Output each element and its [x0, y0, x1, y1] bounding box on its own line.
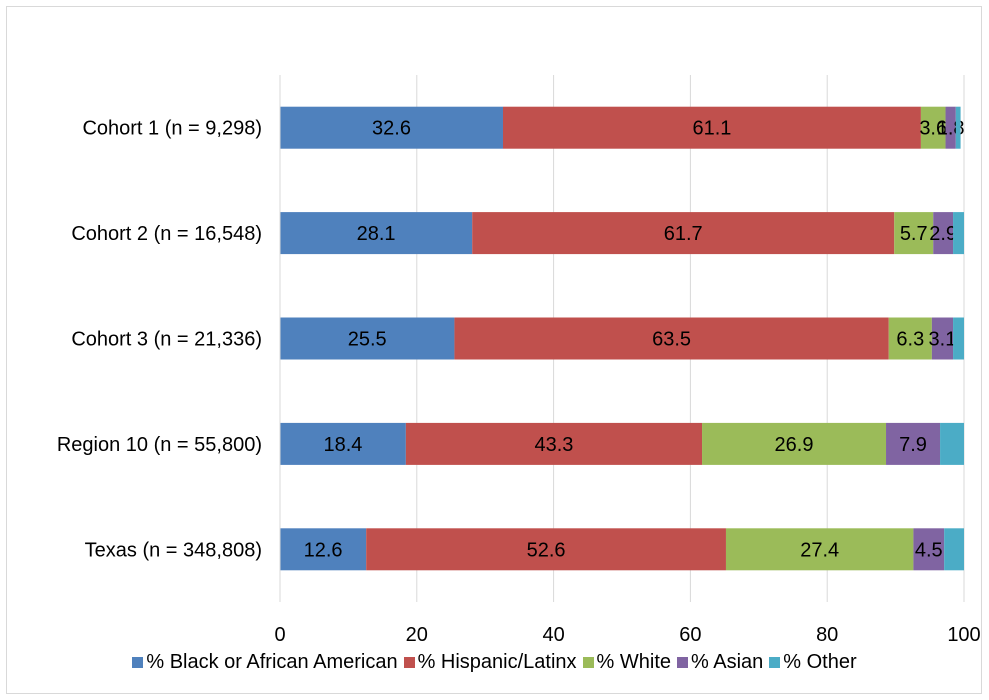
category-label: Region 10 (n = 55,800): [57, 434, 262, 456]
bar-segment: [280, 212, 473, 255]
data-label: 3.6: [919, 118, 947, 140]
x-tick-label: 60: [679, 624, 701, 645]
legend-label: % Other: [783, 650, 857, 673]
x-tick-label: 40: [542, 624, 564, 645]
bar-segment: [913, 528, 945, 571]
bar-segment: [280, 528, 367, 571]
bar-segment: [940, 422, 964, 465]
legend-label: % Hispanic/Latinx: [417, 650, 577, 673]
bar-segment: [933, 212, 954, 255]
legend-swatch: [769, 656, 781, 668]
legend-label: % Black or African American: [146, 650, 398, 673]
bar-segment: [280, 106, 503, 149]
data-label: 7.9: [899, 434, 927, 456]
legend-item: % Black or African American: [132, 650, 398, 674]
chart-legend: % Black or African American % Hispanic/La…: [0, 649, 989, 675]
category-label: Texas (n = 348,808): [85, 539, 262, 561]
bar-segment: [725, 528, 914, 571]
data-label: 26.9: [775, 434, 814, 456]
legend-item: % Other: [769, 650, 857, 674]
legend-item: % Hispanic/Latinx: [403, 650, 577, 674]
bar-segment: [894, 212, 934, 255]
legend-swatch: [677, 656, 689, 668]
chart-frame: [6, 6, 982, 694]
bar-segment: [953, 317, 964, 360]
category-label: Cohort 3 (n = 21,336): [71, 329, 262, 351]
legend-swatch: [132, 656, 144, 668]
legend-item: % Asian: [677, 651, 763, 674]
data-label: 27.4: [800, 539, 839, 561]
bar-segment: [931, 317, 954, 360]
data-label: 63.5: [652, 329, 691, 351]
data-label: 61.7: [664, 223, 703, 245]
category-label: Cohort 2 (n = 16,548): [71, 223, 262, 245]
bar-segment: [888, 317, 932, 360]
bar-segment: [920, 106, 946, 149]
data-label: 5.7: [900, 223, 928, 245]
bar-segment: [702, 422, 887, 465]
legend-swatch: [582, 656, 594, 668]
data-label: 61.1: [692, 118, 731, 140]
data-label: 3.1: [929, 329, 957, 351]
legend-item: % White: [582, 650, 672, 674]
x-tick-label: 0: [274, 624, 285, 645]
bar-segment: [280, 422, 406, 465]
data-label: 28.1: [357, 223, 396, 245]
legend-swatch: [403, 656, 415, 668]
data-label: 52.6: [527, 539, 566, 561]
bar-segment: [886, 422, 941, 465]
bar-segment: [280, 317, 455, 360]
data-label: 6.3: [896, 329, 924, 351]
data-label: 12.6: [304, 539, 343, 561]
legend-label: % White: [596, 650, 672, 673]
x-tick-label: 20: [406, 624, 428, 645]
bar-segment: [955, 106, 961, 149]
data-label: 4.5: [915, 539, 943, 561]
data-label: 43.3: [534, 434, 573, 456]
legend-label: % Asian: [691, 650, 764, 673]
bar-segment: [454, 317, 889, 360]
data-label: 32.6: [372, 118, 411, 140]
bar-segment: [502, 106, 921, 149]
bar-segment: [945, 106, 956, 149]
bar-segment: [472, 212, 895, 255]
bar-segment: [953, 212, 964, 255]
bar-segment: [405, 422, 703, 465]
data-label: 18.4: [323, 434, 362, 456]
x-tick-label: 100: [947, 624, 980, 645]
data-label: 2.9: [929, 223, 957, 245]
stacked-bar-chart: 0 20 40 60 80 100 Cohort 1 (n = 9,298) 32.6 61.1…: [57, 75, 981, 645]
category-label: Cohort 1 (n = 9,298): [82, 118, 262, 140]
bar-segment: [366, 528, 726, 571]
bar-segment: [944, 528, 964, 571]
data-label: 25.5: [348, 329, 387, 351]
x-tick-label: 80: [816, 624, 838, 645]
